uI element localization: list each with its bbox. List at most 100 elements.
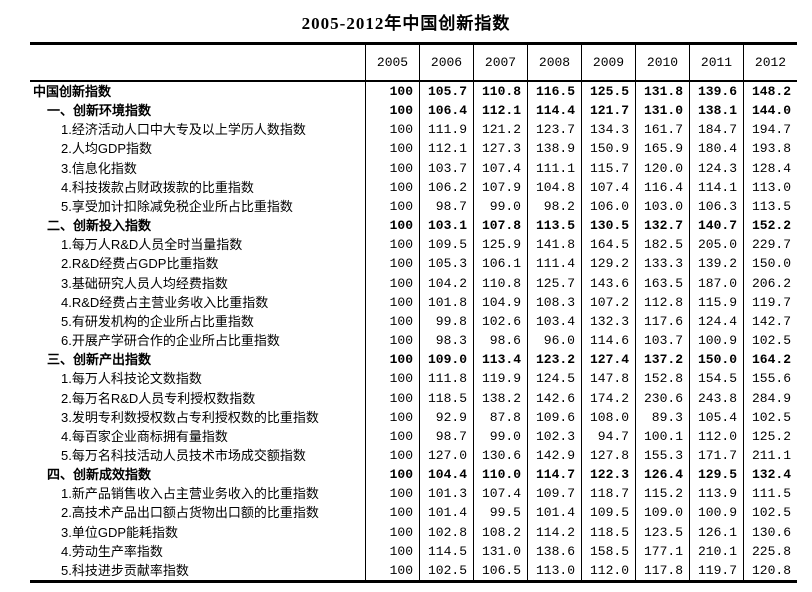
value-cell: 106.0 — [581, 196, 636, 217]
value-cell: 132.4 — [743, 465, 797, 485]
value-cell: 177.1 — [635, 541, 690, 561]
value-cell: 164.2 — [743, 350, 797, 370]
table-row: 4.科技拨款占财政拨款的比重指数 100 106.2 107.9 104.8 107.4 1… — [30, 177, 797, 197]
value-cell: 100 — [365, 254, 420, 274]
row-label: 5.每万名科技活动人员技术市场成交额指数 — [61, 447, 306, 463]
value-cell: 125.7 — [527, 273, 582, 293]
value-cell: 171.7 — [689, 445, 744, 466]
value-cell: 102.5 — [743, 503, 797, 523]
value-cell: 128.4 — [743, 158, 797, 178]
value-cell: 103.4 — [527, 311, 582, 332]
value-cell: 174.2 — [581, 388, 636, 408]
year-header-2006: 2006 — [419, 43, 474, 82]
value-cell: 164.5 — [581, 235, 636, 255]
value-cell: 118.7 — [581, 484, 636, 504]
value-cell: 89.3 — [635, 407, 690, 427]
value-cell: 104.4 — [419, 465, 474, 485]
value-cell: 113.5 — [527, 216, 582, 236]
table-row: 2.R&D经费占GDP比重指数 100 105.3 106.1 111.4 129.2 13… — [30, 254, 797, 274]
value-cell: 100 — [365, 350, 420, 370]
value-cell: 107.4 — [473, 158, 528, 178]
table-row: 中国创新指数 100 105.7 110.8 116.5 125.5 131.8 139.6 1… — [30, 81, 797, 102]
value-cell: 124.5 — [527, 369, 582, 389]
label-column-header — [30, 43, 366, 82]
value-cell: 114.6 — [581, 331, 636, 351]
page-title: 2005-2012年中国创新指数 — [301, 14, 511, 33]
table-row: 4.每百家企业商标拥有量指数 100 98.7 99.0 102.3 94.7 100.1 1… — [30, 426, 797, 446]
row-label: 二、创新投入指数 — [47, 218, 152, 234]
value-cell: 100 — [365, 369, 420, 389]
row-label: 一、创新环境指数 — [47, 103, 152, 119]
value-cell: 133.3 — [635, 254, 690, 274]
value-cell: 106.2 — [419, 177, 474, 197]
value-cell: 107.2 — [581, 292, 636, 312]
year-header-2008: 2008 — [527, 43, 582, 82]
year-header-2012: 2012 — [743, 43, 797, 82]
value-cell: 126.1 — [689, 522, 744, 542]
value-cell: 100 — [365, 560, 420, 582]
table-row: 二、创新投入指数 100 103.1 107.8 113.5 130.5 132.7 140.… — [30, 216, 797, 236]
value-cell: 100 — [365, 177, 420, 197]
table-row: 5.有研发机构的企业所占比重指数 100 99.8 102.6 103.4 132.3 11… — [30, 311, 797, 332]
table-row: 4.R&D经费占主营业务收入比重指数 100 101.8 104.9 108.3 107.… — [30, 292, 797, 312]
value-cell: 102.8 — [419, 522, 474, 542]
table-row: 3.信息化指数 100 103.7 107.4 111.1 115.7 120.0 124.3… — [30, 158, 797, 178]
value-cell: 155.6 — [743, 369, 797, 389]
value-cell: 152.8 — [635, 369, 690, 389]
value-cell: 102.5 — [743, 331, 797, 351]
value-cell: 102.5 — [419, 560, 474, 582]
table-row: 一、创新环境指数 100 106.4 112.1 114.4 121.7 131.0 138.… — [30, 101, 797, 121]
value-cell: 92.9 — [419, 407, 474, 427]
value-cell: 205.0 — [689, 235, 744, 255]
value-cell: 120.0 — [635, 158, 690, 178]
value-cell: 126.4 — [635, 465, 690, 485]
value-cell: 131.0 — [635, 101, 690, 121]
value-cell: 100 — [365, 484, 420, 504]
row-label: 2.高技术产品出口额占货物出口额的比重指数 — [61, 505, 319, 521]
value-cell: 193.8 — [743, 139, 797, 159]
value-cell: 154.5 — [689, 369, 744, 389]
value-cell: 147.8 — [581, 369, 636, 389]
value-cell: 148.2 — [743, 81, 797, 102]
value-cell: 108.0 — [581, 407, 636, 427]
value-cell: 100 — [365, 120, 420, 140]
value-cell: 100 — [365, 331, 420, 351]
value-cell: 109.5 — [419, 235, 474, 255]
row-label: 4.劳动生产率指数 — [61, 543, 163, 559]
row-label: 3.信息化指数 — [61, 160, 137, 176]
row-label: 2.R&D经费占GDP比重指数 — [61, 256, 219, 272]
value-cell: 120.8 — [743, 560, 797, 582]
value-cell: 111.5 — [743, 484, 797, 504]
value-cell: 131.0 — [473, 541, 528, 561]
value-cell: 113.0 — [743, 177, 797, 197]
value-cell: 100 — [365, 541, 420, 561]
table-row: 4.劳动生产率指数 100 114.5 131.0 138.6 158.5 177.1 210… — [30, 541, 797, 561]
value-cell: 100 — [365, 465, 420, 485]
table-row: 1.每万人R&D人员全时当量指数 100 109.5 125.9 141.8 164.5 1… — [30, 235, 797, 255]
value-cell: 100 — [365, 101, 420, 121]
value-cell: 114.1 — [689, 177, 744, 197]
value-cell: 106.4 — [419, 101, 474, 121]
value-cell: 109.7 — [527, 484, 582, 504]
value-cell: 139.6 — [689, 81, 744, 102]
row-label: 中国创新指数 — [33, 84, 112, 99]
value-cell: 102.5 — [743, 407, 797, 427]
value-cell: 134.3 — [581, 120, 636, 140]
value-cell: 110.8 — [473, 273, 528, 293]
value-cell: 98.7 — [419, 196, 474, 217]
value-cell: 142.6 — [527, 388, 582, 408]
value-cell: 109.5 — [581, 503, 636, 523]
value-cell: 114.4 — [527, 101, 582, 121]
value-cell: 98.3 — [419, 331, 474, 351]
value-cell: 87.8 — [473, 407, 528, 427]
row-label: 5.有研发机构的企业所占比重指数 — [61, 313, 254, 329]
value-cell: 119.7 — [689, 560, 744, 582]
value-cell: 100 — [365, 292, 420, 312]
value-cell: 131.8 — [635, 81, 690, 102]
value-cell: 100 — [365, 503, 420, 523]
value-cell: 129.2 — [581, 254, 636, 274]
value-cell: 125.2 — [743, 426, 797, 446]
row-label: 5.科技进步贡献率指数 — [61, 562, 189, 578]
value-cell: 114.2 — [527, 522, 582, 542]
